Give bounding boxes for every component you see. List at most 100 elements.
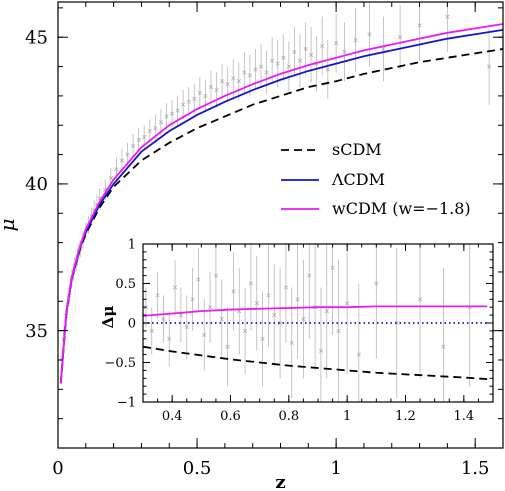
inset-data-point: [155, 293, 160, 298]
main-data-point: [320, 43, 325, 49]
main-y-axis-label: μ: [0, 219, 19, 232]
main-data-point: [342, 49, 347, 54]
main-x-tick-label: 1: [330, 458, 341, 479]
inset-data-point: [219, 317, 224, 322]
inset-x-tick-label: 1: [343, 409, 351, 424]
main-data-point: [247, 73, 252, 78]
main-data-point: [445, 14, 450, 19]
inset-y-tick-label: −1: [117, 396, 136, 411]
main-y-tick-label: 40: [25, 174, 48, 195]
inset-x-tick-label: 1.4: [453, 409, 474, 424]
inset-data-point: [167, 336, 172, 341]
inset-data-point: [190, 297, 195, 302]
main-data-point: [203, 93, 208, 98]
inset-data-point: [254, 301, 259, 306]
inset-data-point: [345, 301, 350, 306]
main-data-point: [136, 137, 141, 142]
main-data-point: [220, 79, 225, 84]
main-data-point: [142, 134, 147, 140]
inset-data-point: [202, 332, 207, 337]
inset-data-point: [374, 281, 379, 286]
inset-data-point: [178, 313, 183, 318]
inset-data-point: [208, 305, 213, 310]
inset-data-point: [248, 281, 253, 286]
main-data-point: [186, 99, 191, 104]
main-data-point: [309, 52, 314, 57]
main-data-point: [197, 90, 202, 96]
main-data-point: [147, 129, 152, 134]
main-axis-ticks: 0 0.5 1 1.5 35 40 45: [25, 2, 504, 479]
inset-x-tick-label: 1.2: [395, 409, 416, 424]
legend-label-scdm: sCDM: [332, 140, 382, 159]
main-data-point: [242, 70, 247, 75]
main-model-curves: [59, 23, 504, 384]
main-data-point: [164, 114, 169, 119]
main-data-point: [398, 35, 403, 40]
inset-y-tick-label: 0: [128, 317, 136, 332]
inset-y-tick-label: −0.5: [104, 356, 136, 371]
main-data-point: [487, 64, 492, 69]
inset-data-point: [301, 317, 306, 322]
legend: sCDM ΛCDM wCDM (w=−1.8): [281, 140, 471, 218]
inset-data-point: [231, 289, 236, 294]
main-y-tick-label: 35: [25, 321, 48, 342]
main-data-point: [114, 167, 119, 172]
inset-data-point: [336, 328, 341, 333]
inset-data-point: [196, 277, 201, 282]
main-data-point: [158, 120, 163, 125]
main-data-point: [292, 49, 297, 54]
main-data-point: [270, 58, 275, 63]
main-x-tick-label: 0: [52, 458, 63, 479]
inset-data-point: [266, 293, 271, 298]
inset-y-axis-label: Δμ: [99, 306, 117, 329]
inset-data-point: [418, 297, 423, 302]
legend-label-wcdm: wCDM (w=−1.8): [332, 199, 471, 218]
inset-data-point: [260, 336, 265, 341]
main-curve-scdm: [59, 48, 504, 384]
main-data-point: [381, 46, 386, 51]
inset-curve-scdm: [142, 345, 488, 380]
main-y-tick-label: 45: [25, 28, 48, 49]
inset-axis-ticks: 0.4 0.6 0.8 1 1.2 1.4 −1 −0.5 0 0.5 1: [104, 238, 494, 424]
inset-data-point: [184, 324, 189, 329]
inset-data-point: [330, 265, 335, 270]
inset-data-point: [324, 309, 329, 314]
main-data-point: [353, 38, 358, 43]
main-data-point: [119, 158, 125, 163]
main-data-point: [303, 46, 308, 51]
inset-data-point: [278, 320, 283, 326]
legend-label-lcdm: ΛCDM: [331, 170, 385, 189]
main-curve-wcdm: [59, 23, 504, 384]
inset-data-point: [441, 344, 446, 349]
inset-data-point: [295, 297, 300, 302]
inset-data-point: [289, 340, 294, 345]
main-data-point: [334, 41, 339, 46]
main-data-point: [153, 126, 158, 131]
inset-data-point: [272, 313, 277, 318]
main-data-point: [175, 108, 180, 113]
main-data-point: [108, 176, 113, 181]
main-data-point: [192, 96, 197, 101]
inset-data-point: [149, 328, 154, 333]
main-data-point: [208, 85, 214, 90]
inset-data-point: [213, 273, 218, 278]
main-data-point: [231, 76, 236, 81]
main-x-tick-label: 0.5: [183, 458, 212, 479]
main-data-point: [264, 70, 269, 75]
main-data-point: [275, 61, 280, 66]
main-data-point: [253, 67, 258, 72]
inset-data-point: [243, 328, 248, 333]
inset-model-curves: [142, 305, 488, 380]
main-data-point: [417, 23, 422, 28]
inset-y-tick-label: 1: [128, 238, 136, 253]
inset-data-points: [143, 265, 472, 357]
inset-x-tick-label: 0.4: [162, 409, 183, 424]
main-data-point: [225, 82, 230, 87]
main-data-point: [131, 143, 136, 148]
main-data-point: [214, 87, 219, 93]
inset-x-tick-label: 0.6: [220, 409, 241, 424]
main-data-point: [281, 55, 286, 60]
main-data-point: [236, 79, 241, 84]
main-data-point: [286, 64, 291, 69]
main-data-point: [325, 67, 330, 72]
